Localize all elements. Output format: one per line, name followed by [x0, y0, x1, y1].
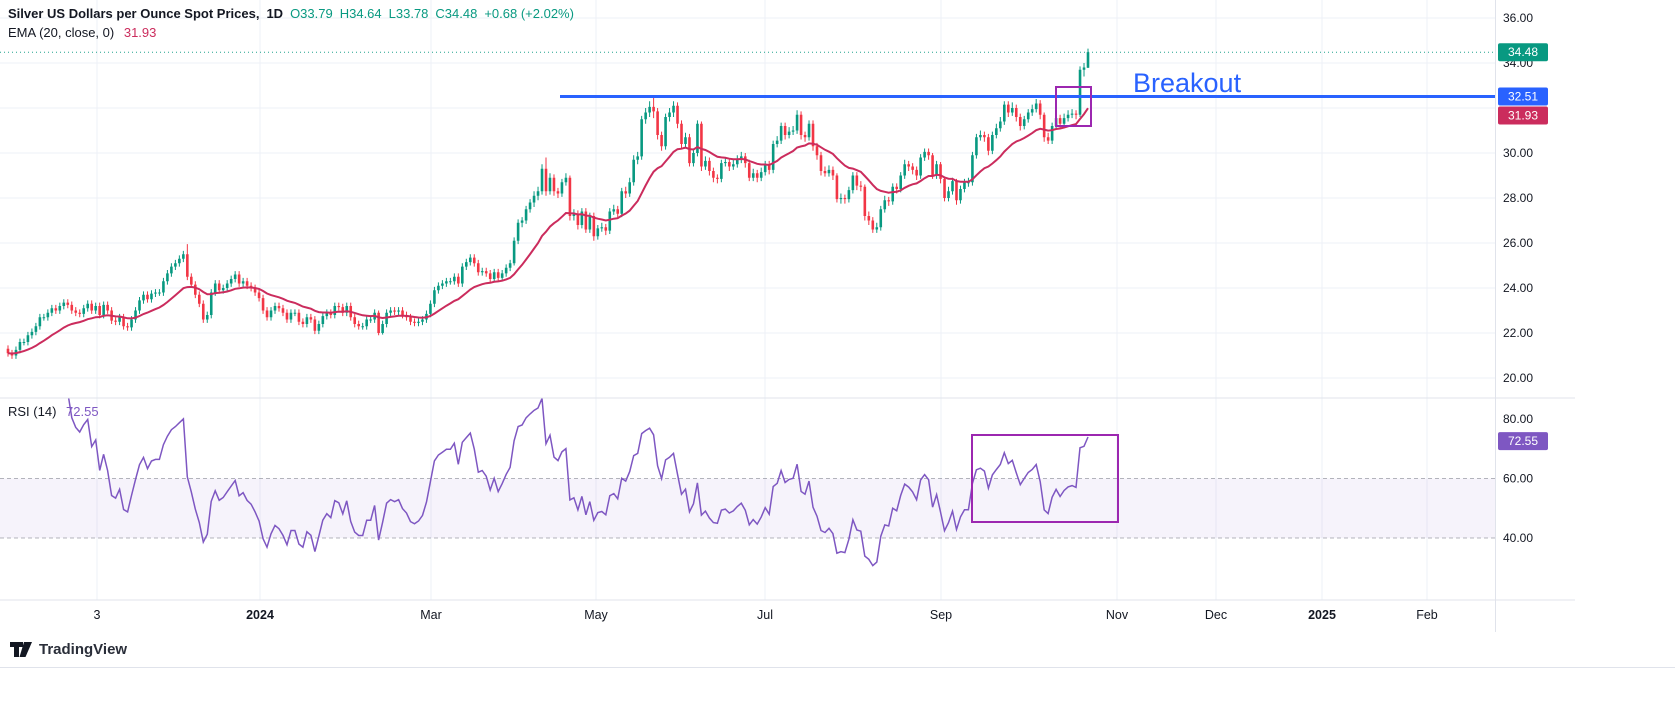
breakout-annotation-label[interactable]: Breakout: [1133, 68, 1242, 98]
svg-text:32.51: 32.51: [1508, 90, 1538, 104]
svg-text:31.93: 31.93: [1508, 109, 1538, 123]
price-axis-label: 30.00: [1503, 146, 1533, 160]
rsi-badge: 72.55: [1498, 432, 1548, 451]
ohlc-low: L33.78: [388, 6, 429, 21]
rsi-line: [67, 398, 1089, 567]
tradingview-logo-text: TradingView: [39, 641, 128, 658]
change-value: +0.68 (+2.02%): [484, 6, 574, 21]
svg-text:72.55: 72.55: [1508, 434, 1538, 448]
time-axis-label: 2024: [246, 608, 274, 622]
price-axis-label: 22.00: [1503, 326, 1533, 340]
price-axis-label: 24.00: [1503, 281, 1533, 295]
level-badge: 32.51: [1498, 87, 1548, 106]
grid: [0, 0, 1495, 600]
time-axis-label: Feb: [1416, 608, 1438, 622]
ohlc-open: O33.79: [290, 6, 333, 21]
ema-line: [7, 107, 1089, 355]
price-axis-label: 36.00: [1503, 11, 1533, 25]
rsi-value: 72.55: [66, 404, 99, 419]
breakout-box-price[interactable]: [1055, 86, 1092, 127]
symbol-title: Silver US Dollars per Ounce Spot Prices,: [8, 6, 260, 21]
svg-text:34.48: 34.48: [1508, 45, 1538, 59]
time-axis-label: May: [584, 608, 608, 622]
time-axis-label: 2025: [1308, 608, 1336, 622]
price-scale[interactable]: [1495, 0, 1575, 600]
rsi-axis-label: 60.00: [1503, 472, 1533, 486]
tradingview-logo-icon: [10, 642, 32, 657]
ohlc-high: H34.64: [339, 6, 382, 21]
rsi-axis-label: 40.00: [1503, 531, 1533, 545]
time-axis-label: 3: [94, 608, 101, 622]
last-price-badge: 34.48: [1498, 43, 1548, 62]
price-axis-label: 26.00: [1503, 236, 1533, 250]
ema-legend[interactable]: EMA (20, close, 0) 31.93: [8, 25, 156, 40]
ohlc-close: C34.48: [435, 6, 478, 21]
footer-divider: [0, 667, 1675, 668]
ema-value: 31.93: [123, 25, 157, 40]
rsi-axis-label: 80.00: [1503, 412, 1533, 426]
breakout-box-rsi[interactable]: [971, 434, 1119, 523]
time-axis-label: Dec: [1205, 608, 1227, 622]
interval-label: 1D: [266, 6, 284, 21]
ema-badge: 31.93: [1498, 106, 1548, 125]
rsi-legend[interactable]: RSI (14) 72.55: [8, 404, 99, 419]
time-axis-label: Mar: [420, 608, 442, 622]
time-axis-label: Nov: [1106, 608, 1129, 622]
tradingview-logo[interactable]: TradingView: [10, 641, 127, 658]
time-scale[interactable]: [0, 600, 1495, 632]
price-axis-label: 28.00: [1503, 191, 1533, 205]
price-axis-label: 20.00: [1503, 371, 1533, 385]
rsi-band: [0, 478, 1495, 538]
chart-canvas[interactable]: 36.0034.0030.0028.0026.0024.0022.0020.00…: [0, 0, 1575, 632]
time-axis-label: Jul: [757, 608, 773, 622]
time-axis-label: Sep: [930, 608, 952, 622]
ema-label: EMA (20, close, 0): [8, 25, 115, 40]
symbol-header[interactable]: Silver US Dollars per Ounce Spot Prices,…: [8, 6, 574, 21]
rsi-label: RSI (14): [8, 404, 57, 419]
